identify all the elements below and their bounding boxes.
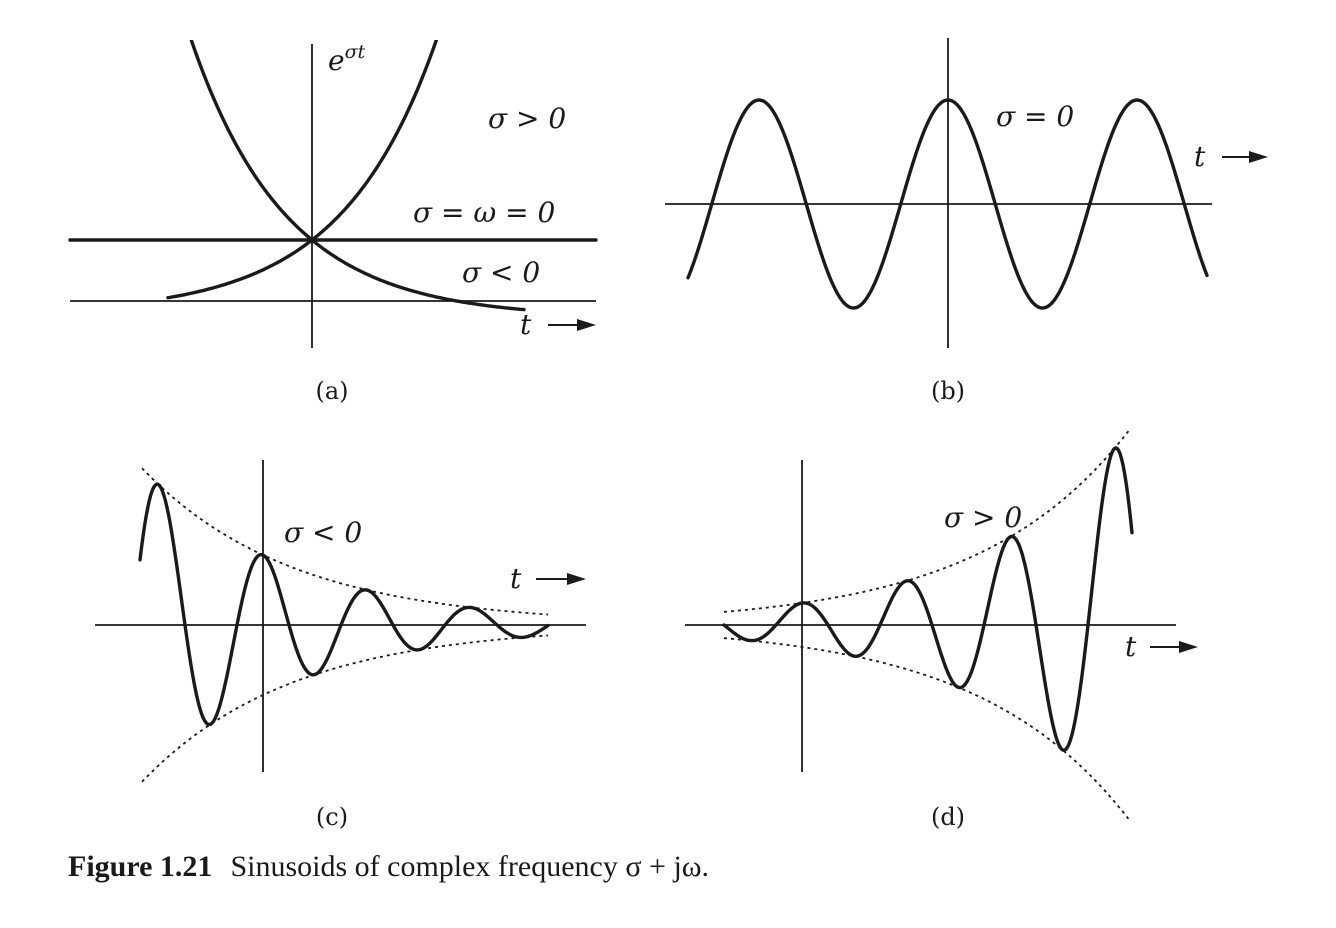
panel-c-lower-envelope xyxy=(141,634,549,783)
panel-d-lower-envelope xyxy=(723,637,1131,822)
panel-a-label-sigma-omega-zero: σ = ω = 0 xyxy=(413,196,555,229)
panel-b-label-sigma-zero: σ = 0 xyxy=(996,100,1074,133)
panel-d-sublabel: (d) xyxy=(931,803,965,831)
panel-a-y-label: eσt xyxy=(328,41,366,77)
panel-c-t-arrow-icon xyxy=(536,573,586,585)
panel-a: eσt σ > 0 σ = ω = 0 σ < 0 t (a) xyxy=(68,40,598,405)
panel-b-sublabel: (b) xyxy=(931,377,965,405)
panel-d-label-sigma-positive: σ > 0 xyxy=(944,501,1022,534)
panel-a-t-arrow-icon xyxy=(548,319,596,331)
figure-caption-label: Figure 1.21 xyxy=(68,850,213,883)
panel-c-x-label: t xyxy=(510,562,522,595)
panel-a-label-sigma-negative: σ < 0 xyxy=(462,256,540,289)
panel-d-growing-sinusoid-curve xyxy=(722,446,1134,752)
panel-b-x-label: t xyxy=(1194,140,1206,173)
panel-d-upper-envelope xyxy=(723,428,1131,613)
panel-a-x-label: t xyxy=(520,308,532,341)
panel-d-t-arrow-icon xyxy=(1150,641,1198,653)
figure-caption: Figure 1.21 Sinusoids of complex frequenc… xyxy=(68,852,709,882)
panel-c-sublabel: (c) xyxy=(316,803,348,831)
panel-c: σ < 0 t (c) xyxy=(95,460,586,831)
panel-a-growing-exponential-curve xyxy=(166,40,439,300)
figure-caption-text: Sinusoids of complex frequency σ + jω. xyxy=(230,850,710,883)
panel-b-sinusoid-curve xyxy=(686,98,1209,310)
panel-a-label-sigma-positive: σ > 0 xyxy=(488,102,566,135)
panel-b-t-arrow-icon xyxy=(1222,151,1268,163)
panel-b: σ = 0 t (b) xyxy=(665,38,1268,405)
panel-d-x-label: t xyxy=(1125,630,1137,663)
panel-c-label-sigma-negative: σ < 0 xyxy=(284,516,362,549)
panel-a-sublabel: (a) xyxy=(315,377,348,405)
panel-c-damped-sinusoid-curve xyxy=(138,482,550,727)
panel-d: σ > 0 t (d) xyxy=(685,428,1198,831)
panel-a-decaying-exponential-curve xyxy=(189,40,526,312)
